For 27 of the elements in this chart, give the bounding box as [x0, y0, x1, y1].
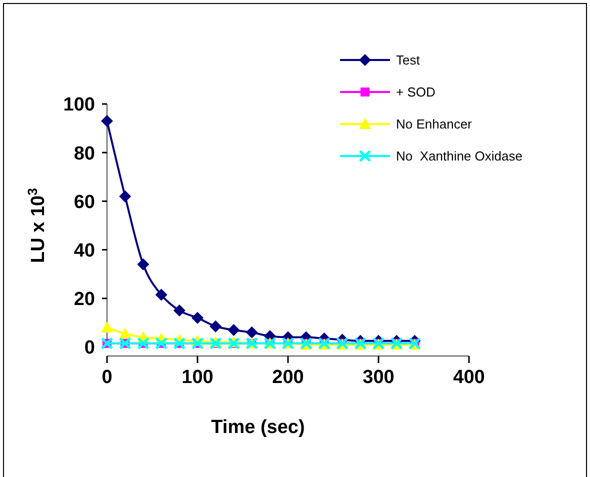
point	[155, 288, 168, 301]
x-axis-title: Time (sec)	[211, 417, 305, 438]
point	[246, 326, 258, 338]
point	[173, 304, 186, 317]
x-tick-label: 400	[453, 367, 485, 388]
point	[101, 322, 113, 333]
point	[137, 258, 150, 270]
y-tick-label: 100	[63, 94, 95, 116]
y-tick-label: 80	[74, 143, 95, 164]
x-tick-label: 100	[182, 367, 214, 388]
point	[119, 190, 132, 202]
legend-label: + SOD	[396, 84, 436, 100]
point	[192, 312, 204, 324]
x-tick-label: 200	[272, 367, 304, 388]
x-tick-label: 300	[362, 367, 394, 388]
x-tick-label: 0	[102, 367, 112, 388]
legend-label: Test	[396, 52, 420, 68]
y-tick-label: 60	[74, 192, 95, 213]
legend-label: No Enhancer	[396, 116, 473, 132]
y-tick-label: 0	[84, 338, 95, 359]
y-tick-label: 20	[74, 289, 95, 310]
legend-label: No Xanthine Oxidase	[396, 148, 522, 164]
point	[228, 324, 240, 336]
y-tick-label: 40	[74, 240, 95, 262]
point	[101, 115, 113, 128]
point	[210, 320, 222, 332]
point	[119, 328, 132, 339]
